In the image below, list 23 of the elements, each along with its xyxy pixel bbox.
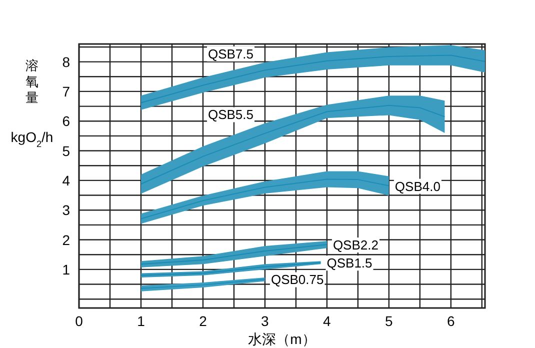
- y-tick-label: 3: [62, 202, 70, 218]
- y-tick-label: 4: [62, 172, 70, 188]
- x-tick-label: 2: [199, 313, 208, 329]
- x-tick-label: 5: [385, 313, 394, 329]
- y-tick-label: 5: [62, 142, 70, 159]
- y-tick-label: 2: [62, 232, 70, 248]
- x-tick-label: 1: [137, 313, 146, 329]
- y-tick-label: 6: [62, 113, 70, 130]
- y-tick-label: 8: [62, 54, 70, 70]
- x-tick-label: 6: [447, 313, 456, 329]
- series-label: QSB0.75: [270, 272, 324, 288]
- series-label: QSB2.2: [332, 238, 378, 253]
- y-tick-label: 1: [62, 261, 70, 278]
- y-tick-label: 7: [62, 83, 70, 100]
- x-axis-title: 水深（m）: [248, 331, 316, 347]
- text: 溶氧量 kgO$_{2}$/h: [10, 58, 54, 149]
- series-label: QSB7.5: [208, 46, 254, 62]
- x-tick-label: 3: [261, 313, 270, 329]
- x-tick-label: 0: [75, 313, 84, 329]
- series-label: QSB5.5: [208, 107, 254, 122]
- series-label: QSB1.5: [326, 256, 372, 271]
- series-label: QSB4.0: [394, 178, 440, 194]
- x-tick-label: 4: [323, 313, 332, 329]
